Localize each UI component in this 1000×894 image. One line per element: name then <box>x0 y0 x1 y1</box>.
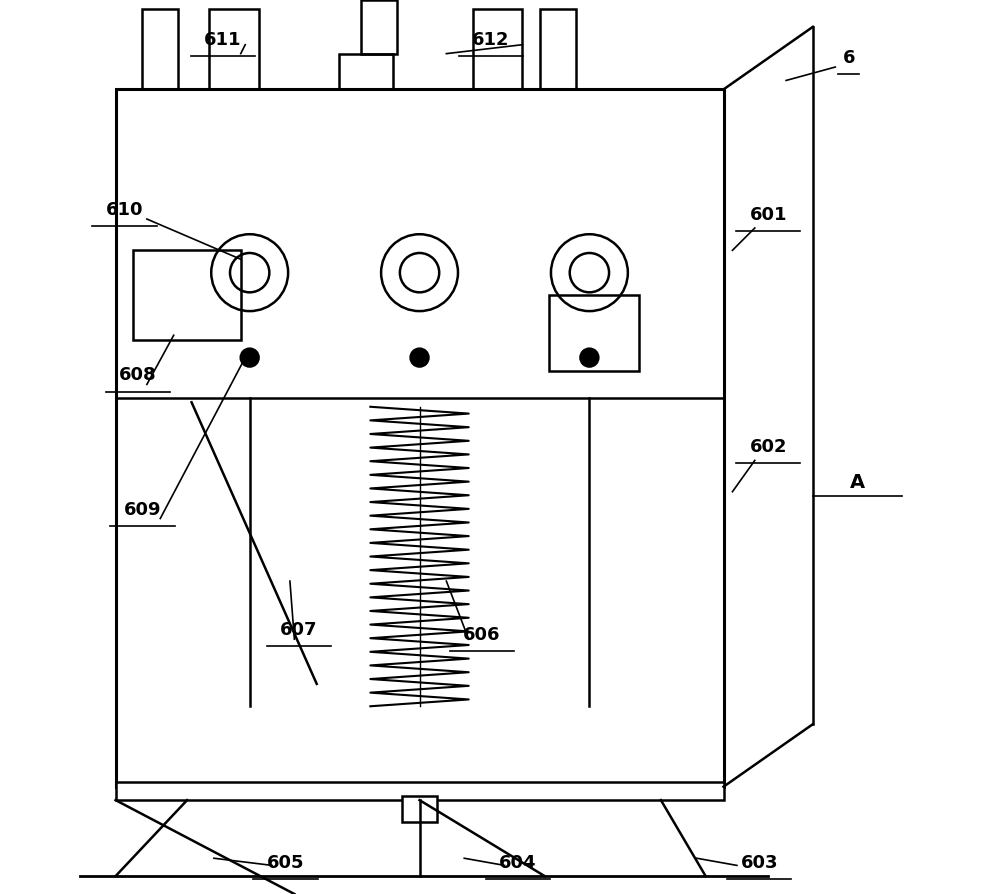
Text: 607: 607 <box>280 621 318 639</box>
Text: 610: 610 <box>106 201 143 219</box>
Text: 611: 611 <box>204 31 242 49</box>
Text: 608: 608 <box>119 367 157 384</box>
Circle shape <box>411 349 428 367</box>
Text: 604: 604 <box>499 854 537 872</box>
Circle shape <box>241 349 259 367</box>
Text: 601: 601 <box>749 206 787 224</box>
Text: 612: 612 <box>472 31 510 49</box>
Text: 605: 605 <box>267 854 304 872</box>
Bar <box>116 782 724 800</box>
Text: A: A <box>850 473 865 493</box>
Bar <box>361 0 397 54</box>
Text: 6: 6 <box>842 49 855 67</box>
Bar <box>339 54 393 89</box>
Text: 606: 606 <box>463 626 501 644</box>
Bar <box>133 250 241 340</box>
Circle shape <box>580 349 598 367</box>
Bar <box>142 9 178 89</box>
Text: 609: 609 <box>124 501 161 519</box>
Bar <box>540 9 576 89</box>
Bar <box>549 295 639 371</box>
Bar <box>116 89 724 787</box>
Bar <box>402 796 437 822</box>
Bar <box>473 9 522 89</box>
Bar <box>209 9 259 89</box>
Text: 602: 602 <box>749 438 787 456</box>
Text: 603: 603 <box>741 854 778 872</box>
